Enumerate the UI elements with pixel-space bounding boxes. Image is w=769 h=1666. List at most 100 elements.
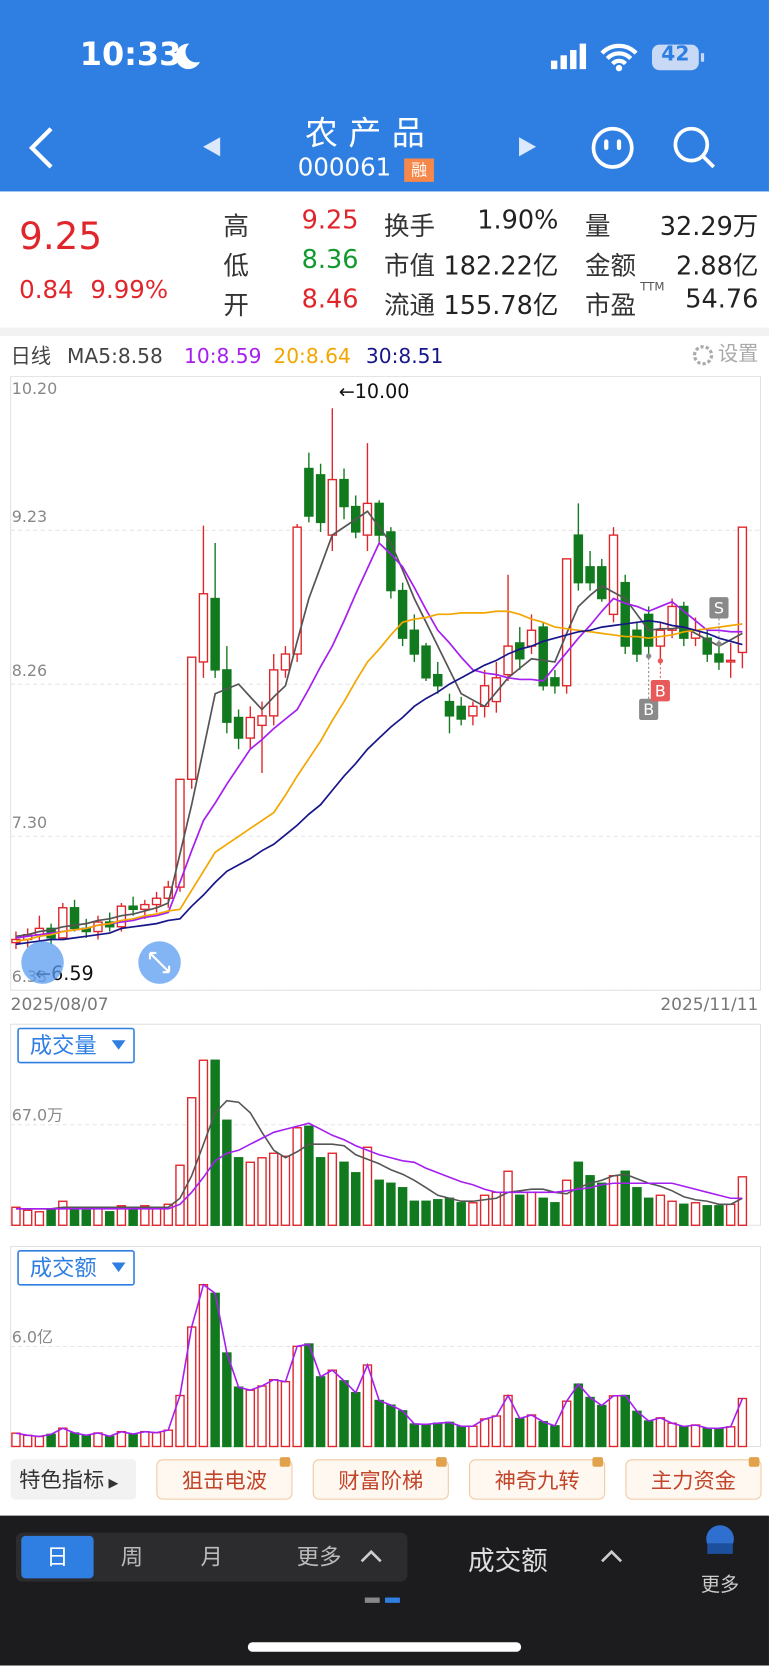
bar (550, 1425, 560, 1448)
y-tick-label: 7.30 (12, 813, 48, 832)
separator (0, 327, 769, 337)
candle-body (362, 502, 373, 536)
stat-value: 182.22亿 (443, 251, 559, 281)
overlay-button (21, 941, 64, 984)
bar (491, 1415, 502, 1448)
bar (46, 1433, 56, 1448)
x-start-label: 2025/08/07 (11, 995, 109, 1015)
back-button[interactable] (21, 122, 64, 175)
home-indicator (247, 1642, 522, 1652)
bar (11, 1206, 21, 1226)
last-price: 9.25 (19, 215, 103, 259)
panel-selector[interactable] (17, 1249, 135, 1286)
signal-label: B (643, 700, 654, 719)
stat-value: 8.36 (301, 244, 359, 275)
prev-stock[interactable] (197, 133, 229, 165)
indicator-arrow: ▶ (108, 1475, 119, 1491)
stat-label: 高 (223, 211, 249, 242)
more-label[interactable]: 更多 (700, 1574, 740, 1597)
period-tab[interactable]: 月 (200, 1544, 223, 1570)
bar (339, 1161, 349, 1226)
candle-body (585, 566, 595, 584)
bar (561, 1179, 572, 1226)
candle-body (444, 700, 455, 717)
stat-label: 开 (223, 290, 249, 321)
candle-body (714, 653, 724, 663)
bar (526, 1191, 537, 1226)
bar (245, 1161, 256, 1226)
signal-label: B (655, 681, 666, 700)
bar (643, 1197, 654, 1226)
dropdown-arrow (111, 1262, 126, 1273)
candle-body (128, 905, 138, 911)
period-tab[interactable]: 更多 (296, 1544, 342, 1570)
bar (503, 1394, 513, 1448)
bar (222, 1352, 232, 1448)
bar (128, 1433, 138, 1448)
bar (503, 1170, 513, 1226)
bar (737, 1176, 748, 1226)
margin-badge: 融 (404, 158, 434, 182)
next-stock[interactable] (513, 133, 545, 165)
bar (679, 1425, 689, 1448)
bar (327, 1152, 338, 1226)
stat-value: 8.46 (301, 283, 359, 314)
gear-icon (692, 345, 714, 366)
candle-body (315, 474, 326, 524)
stock-code: 000061 (297, 154, 392, 182)
candle-body (456, 705, 466, 720)
bar (257, 1385, 267, 1448)
indicator-title-text: 特色指标 (19, 1466, 105, 1493)
amount-line (15, 1283, 744, 1438)
indicator-button[interactable]: 神奇九转 (469, 1459, 606, 1500)
stat-value: 54.76 (685, 283, 759, 314)
candle-body (151, 897, 162, 906)
bar (690, 1424, 701, 1448)
candle-body (280, 653, 291, 671)
price-change-pct: 9.99% (90, 276, 169, 305)
bar (573, 1161, 584, 1226)
y-tick-label: 8.26 (12, 661, 48, 680)
ma-line (15, 1122, 743, 1210)
face-icon[interactable] (588, 123, 637, 172)
panel-selector[interactable] (17, 1027, 135, 1064)
signal-box (650, 680, 670, 702)
bar (116, 1205, 127, 1226)
indicator-button[interactable]: 狙击电波 (156, 1459, 293, 1500)
bar (397, 1187, 408, 1226)
bar (140, 1205, 150, 1226)
bar (280, 1155, 291, 1226)
candle-body (304, 467, 314, 517)
stat-value: 32.29万 (659, 211, 759, 242)
period-tab[interactable]: 周 (120, 1544, 144, 1570)
battery-level: 42 (661, 42, 690, 66)
panel-selector[interactable]: 成交额 (467, 1545, 548, 1577)
bar (538, 1197, 548, 1226)
stat-label: 市值 (383, 251, 436, 281)
candle-body (292, 526, 302, 655)
candle-body (268, 669, 279, 717)
signal-dot (716, 641, 722, 647)
bar (550, 1202, 560, 1226)
bar (374, 1399, 384, 1448)
bar (58, 1200, 68, 1226)
bar (304, 1343, 314, 1448)
panel-chevron (601, 1549, 623, 1563)
panel-label: 成交额 (30, 1255, 97, 1281)
bar (456, 1425, 466, 1448)
bar (362, 1364, 373, 1448)
indicator-button[interactable]: 财富阶梯 (312, 1459, 449, 1500)
bar (386, 1404, 396, 1448)
period-tab[interactable]: 日 (21, 1535, 94, 1579)
y-tick-label: 67.0万 (12, 1106, 63, 1125)
bar (81, 1209, 91, 1226)
search-icon[interactable] (670, 123, 719, 172)
bar (210, 1292, 220, 1448)
bar (667, 1422, 677, 1448)
indicator-title[interactable]: 特色指标 ▶ (10, 1459, 137, 1500)
lock-icon (592, 1457, 604, 1467)
indicator-button[interactable]: 主力资金 (625, 1459, 762, 1500)
more-icon[interactable] (702, 1521, 738, 1557)
bar (69, 1432, 80, 1448)
candle-body (409, 629, 420, 655)
